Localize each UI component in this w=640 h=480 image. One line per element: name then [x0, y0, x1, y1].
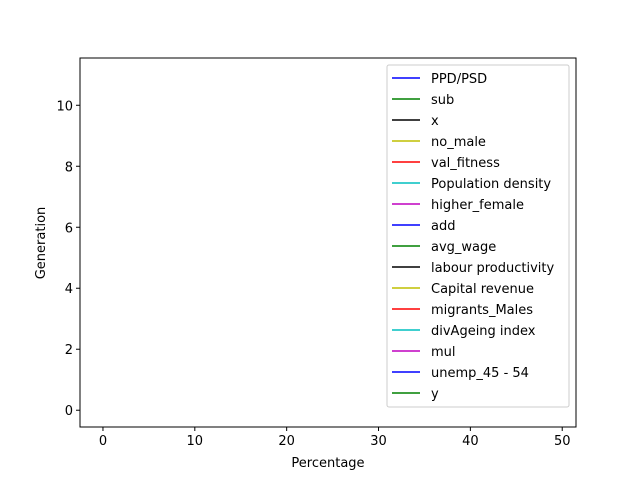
legend-item: unemp_45 - 54 [392, 366, 529, 381]
legend-item: mul [392, 345, 456, 360]
legend-label: no_male [431, 135, 486, 150]
legend-item: migrants_Males [392, 303, 533, 318]
y-tick-label: 8 [65, 160, 73, 175]
x-tick-label: 50 [554, 434, 571, 449]
x-tick-label: 0 [99, 434, 107, 449]
plot-frame [79, 57, 577, 428]
legend-label: sub [431, 93, 454, 108]
legend-label: val_fitness [431, 156, 500, 171]
legend-box [386, 64, 570, 408]
legend-label: higher_female [431, 198, 524, 213]
x-tick-label: 30 [370, 434, 387, 449]
legend-item: add [392, 219, 455, 234]
y-tick-label: 0 [65, 404, 73, 419]
legend-label: labour productivity [431, 261, 555, 276]
y-tick-label: 10 [56, 99, 73, 114]
legend-item: Capital revenue [392, 282, 534, 297]
legend-item: PPD/PSD [392, 72, 487, 87]
legend-label: Capital revenue [431, 282, 534, 297]
legend-label: migrants_Males [431, 303, 533, 318]
legend-label: unemp_45 - 54 [431, 366, 529, 381]
legend-item: Population density [392, 177, 551, 192]
legend-label: avg_wage [431, 240, 496, 255]
x-tick-label: 40 [462, 434, 479, 449]
legend-label: mul [431, 345, 456, 360]
legend-label: y [431, 387, 439, 402]
legend: PPD/PSD sub x no_male val_fitness Population … [386, 64, 570, 408]
legend-item: val_fitness [392, 156, 500, 171]
legend-label: x [431, 114, 439, 129]
legend-label: divAgeing index [431, 324, 536, 339]
x-tick-label: 10 [187, 434, 204, 449]
y-tick-label: 4 [65, 282, 73, 297]
y-tick-label: 6 [65, 221, 73, 236]
legend-item: labour productivity [392, 261, 555, 276]
x-axis: 0 10 20 30 40 50 [99, 427, 571, 449]
legend-label: PPD/PSD [431, 72, 487, 87]
legend-label: Population density [431, 177, 551, 192]
x-tick-label: 20 [278, 434, 295, 449]
legend-item: y [392, 387, 439, 402]
y-axis: 0 2 4 6 8 10 [56, 99, 80, 419]
legend-item: avg_wage [392, 240, 496, 255]
y-tick-label: 2 [65, 343, 73, 358]
legend-item: divAgeing index [392, 324, 536, 339]
legend-item: x [392, 114, 439, 129]
y-axis-label: Generation [34, 207, 49, 280]
x-axis-label: Percentage [291, 456, 364, 471]
legend-label: add [431, 219, 455, 234]
legend-item: higher_female [392, 198, 524, 213]
plot-area [79, 57, 577, 428]
legend-item: sub [392, 93, 454, 108]
legend-item: no_male [392, 135, 486, 150]
